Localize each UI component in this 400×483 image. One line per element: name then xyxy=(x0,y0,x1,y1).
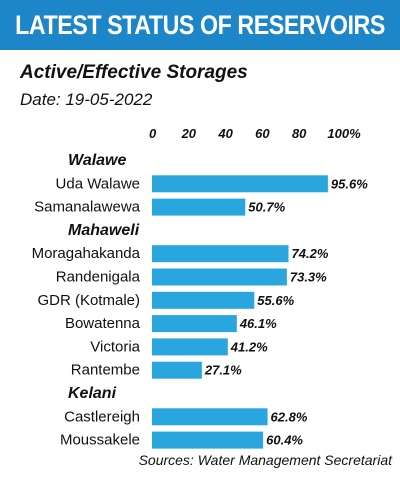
chart-date: Date: 19-05-2022 xyxy=(20,90,153,109)
bar xyxy=(152,361,202,379)
page-title: LATEST STATUS OF RESERVOIRS xyxy=(15,9,385,40)
bar xyxy=(152,245,289,263)
value-label: 55.6% xyxy=(257,293,294,308)
bar xyxy=(152,315,237,333)
value-label: 95.6% xyxy=(331,176,368,191)
value-label: 41.2% xyxy=(230,339,268,354)
value-label: 60.4% xyxy=(266,433,303,448)
category-label: Castlereigh xyxy=(64,408,140,425)
category-label: Moragahakanda xyxy=(32,245,141,262)
category-label: Bowatenna xyxy=(65,315,141,332)
value-label: 46.1% xyxy=(239,316,277,331)
category-label: Randenigala xyxy=(56,269,141,286)
group-label: Kelani xyxy=(68,385,117,402)
category-label: Samanalawewa xyxy=(34,199,141,216)
category-label: GDR (Kotmale) xyxy=(37,292,140,309)
x-tick-label: 0 xyxy=(149,126,157,141)
group-label: Mahaweli xyxy=(68,222,140,239)
bar xyxy=(152,431,264,449)
value-label: 73.3% xyxy=(290,270,327,285)
source-note: Sources: Water Management Secretariat xyxy=(138,452,392,468)
bar xyxy=(152,198,246,216)
value-label: 27.1% xyxy=(204,363,242,378)
x-tick-label: 100% xyxy=(327,126,361,141)
x-tick-label: 80 xyxy=(292,126,307,141)
bar xyxy=(152,338,228,356)
bar xyxy=(152,291,255,309)
title-banner: LATEST STATUS OF RESERVOIRS xyxy=(0,0,400,50)
x-tick-label: 60 xyxy=(255,126,270,141)
category-label: Moussakele xyxy=(60,432,140,449)
value-label: 74.2% xyxy=(292,246,329,261)
chart-subtitle: Active/Effective Storages xyxy=(20,62,248,83)
category-label: Rantembe xyxy=(71,362,140,379)
x-tick-label: 20 xyxy=(181,126,197,141)
category-label: Uda Walawe xyxy=(56,175,140,192)
x-tick-label: 40 xyxy=(217,126,233,141)
bar xyxy=(152,408,268,426)
value-label: 50.7% xyxy=(248,200,285,215)
value-label: 62.8% xyxy=(271,409,308,424)
bar xyxy=(152,268,287,286)
group-label: Walawe xyxy=(68,152,127,169)
category-label: Victoria xyxy=(90,338,140,355)
bar xyxy=(152,175,328,193)
